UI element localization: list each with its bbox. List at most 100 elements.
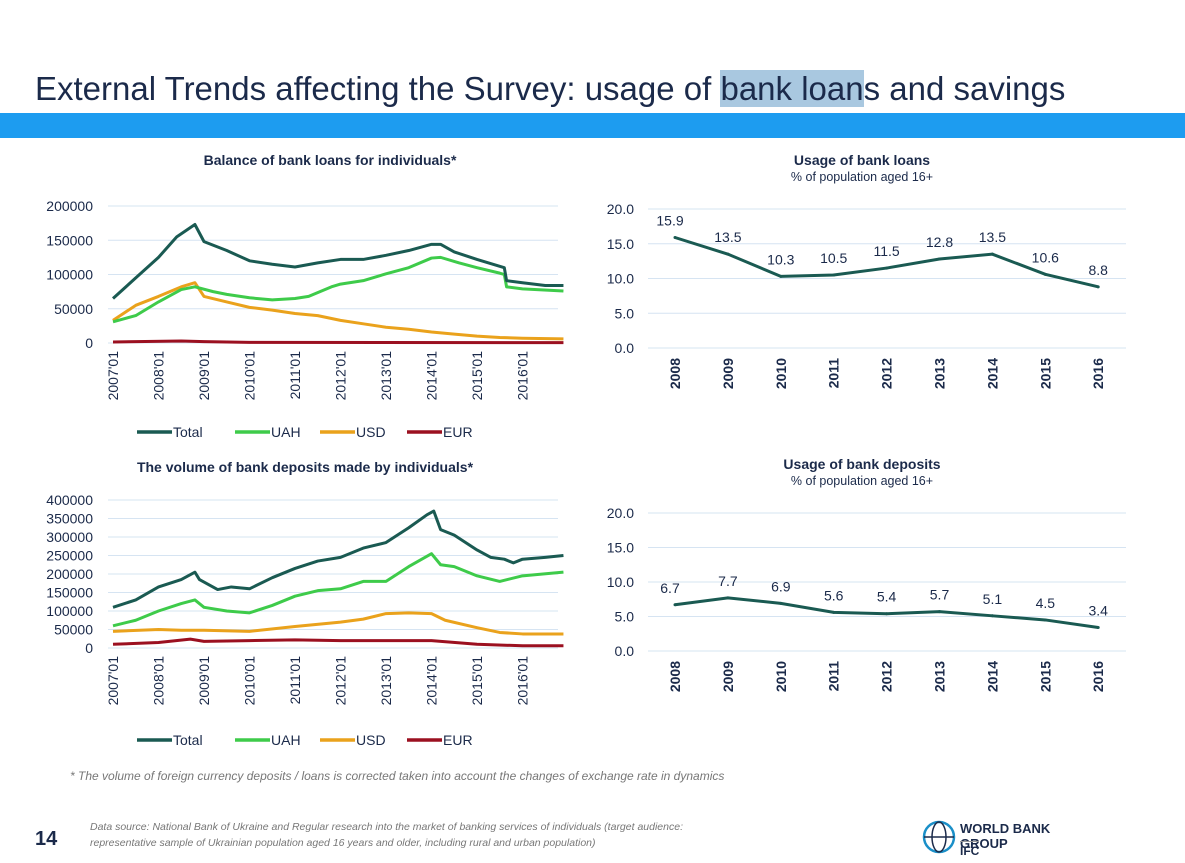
data-point [938,610,941,614]
legend-label-eur: EUR [443,732,473,748]
y-tick-label: 100000 [46,603,93,619]
data-label: 10.6 [1032,249,1059,265]
x-tick-label: 2014'01 [424,351,440,401]
y-tick-label: 10.0 [607,574,634,590]
y-tick-label: 250000 [46,548,93,564]
data-point [1043,618,1047,622]
data-point [1096,626,1100,630]
y-tick-label: 400000 [46,492,93,508]
data-point [938,257,941,261]
series-line-uah [112,255,564,324]
x-tick-label: 2009'01 [196,351,212,401]
y-tick-label: 5.0 [615,609,635,625]
y-tick-label: 150000 [46,232,93,248]
x-tick-label: 2013 [932,661,948,692]
y-tick-label: 150000 [46,585,93,601]
title-text-end: s and savings [863,70,1066,107]
series-line-usd [112,611,564,636]
legend-label-uah: UAH [271,424,301,440]
x-tick-label: 2008 [667,661,683,692]
data-point [673,603,677,607]
x-tick-label: 2016 [1090,661,1106,692]
chart-subtitle: % of population aged 16+ [791,170,933,184]
data-point [726,596,730,600]
series-line-uah [112,552,564,628]
chart-title: Usage of bank loans [794,152,930,168]
y-tick-label: 10.0 [607,271,634,287]
title-selected-text: bank loan [720,70,864,107]
x-tick-label: 2014'01 [424,656,440,706]
logo-text: WORLD BANK GROUP [960,821,1051,851]
x-tick-label: 2011'01 [287,656,303,705]
data-label: 7.7 [718,573,738,589]
y-tick-label: 0.0 [615,643,635,659]
x-tick-label: 2012 [879,661,895,692]
legend-label-total: Total [173,424,203,440]
y-tick-label: 15.0 [607,540,634,556]
y-tick-label: 50000 [54,301,93,317]
x-tick-label: 2009 [720,358,736,389]
y-tick-label: 15.0 [607,236,634,252]
source-line-1: Data source: National Bank of Ukraine an… [90,821,683,833]
data-label: 5.1 [983,591,1003,607]
legend-label-usd: USD [356,732,386,748]
x-tick-label: 2015 [1037,661,1053,692]
data-label: 13.5 [714,229,741,245]
y-tick-label: 0 [85,335,93,351]
y-tick-label: 20.0 [607,201,634,217]
data-label: 5.4 [877,589,897,605]
x-tick-label: 2011 [826,661,842,692]
y-tick-label: 5.0 [615,305,635,321]
legend-label-total: Total [173,732,203,748]
series-line-eur [112,339,564,345]
y-tick-label: 0 [85,640,93,656]
data-label: 6.9 [771,578,791,594]
x-tick-label: 2009 [720,661,736,692]
data-label: 11.5 [873,243,899,259]
y-tick-label: 200000 [46,566,93,582]
ifc-logo-text: IFC [960,841,980,858]
chart-subtitle: % of population aged 16+ [791,474,933,488]
chart-title: Balance of bank loans for individuals* [204,152,457,168]
data-label: 15.9 [656,212,683,228]
data-label: 10.5 [820,250,847,266]
data-label: 8.8 [1088,262,1108,278]
x-tick-label: 2014 [984,358,1000,389]
x-tick-label: 2010 [773,358,789,389]
data-point [1043,272,1047,276]
series-line-usd [112,281,564,341]
legend-label-uah: UAH [271,732,301,748]
x-tick-label: 2011 [826,358,842,389]
x-tick-label: 2016'01 [515,656,531,706]
page-number: 14 [35,828,58,850]
x-tick-label: 2015 [1037,358,1053,389]
x-tick-label: 2016'01 [515,351,531,401]
data-source: Data source: National Bank of Ukraine an… [90,819,810,851]
x-tick-label: 2015'01 [469,351,485,401]
page-title: External Trends affecting the Survey: us… [35,70,1065,108]
world-bank-logo: WORLD BANK GROUP IFC [920,818,1100,858]
legend-label-eur: EUR [443,424,473,440]
x-tick-label: 2015'01 [469,656,485,706]
source-line-2: representative sample of Ukrainian popul… [90,837,596,849]
data-point [990,252,994,256]
y-tick-label: 350000 [46,511,93,527]
data-label: 5.7 [930,587,950,603]
series-line-total [111,222,564,300]
data-point [885,266,889,270]
y-tick-label: 20.0 [607,505,634,521]
series-line-total [112,509,564,609]
x-tick-label: 2012'01 [333,656,349,706]
y-tick-label: 0.0 [615,340,635,356]
data-point [673,235,677,239]
data-point [832,273,836,277]
data-label: 12.8 [926,234,953,250]
x-tick-label: 2008 [667,358,683,389]
x-tick-label: 2010'01 [242,656,258,706]
data-point [726,252,730,256]
x-tick-label: 2008'01 [151,656,167,706]
data-point [885,612,889,616]
x-tick-label: 2008'01 [151,351,167,401]
x-tick-label: 2007'01 [105,351,121,401]
